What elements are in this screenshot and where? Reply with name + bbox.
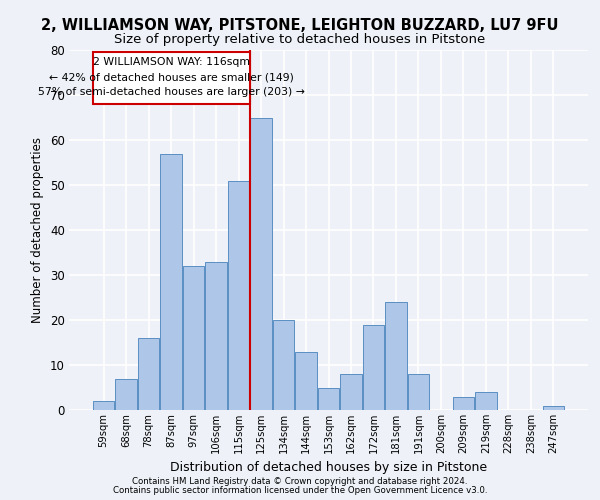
X-axis label: Distribution of detached houses by size in Pitstone: Distribution of detached houses by size … (170, 462, 487, 474)
Bar (137, 338, 160, 410)
Bar (160, 154, 182, 410)
Text: ← 42% of detached houses are smaller (149): ← 42% of detached houses are smaller (14… (49, 72, 294, 83)
Bar (182, 266, 205, 410)
Bar (272, 320, 295, 410)
Bar (452, 396, 475, 410)
Bar (362, 324, 385, 410)
Text: Size of property relative to detached houses in Pitstone: Size of property relative to detached ho… (115, 32, 485, 46)
Text: Contains HM Land Registry data © Crown copyright and database right 2024.: Contains HM Land Registry data © Crown c… (132, 477, 468, 486)
Text: 57% of semi-detached houses are larger (203) →: 57% of semi-detached houses are larger (… (38, 88, 305, 98)
Bar (475, 392, 497, 410)
Text: 2, WILLIAMSON WAY, PITSTONE, LEIGHTON BUZZARD, LU7 9FU: 2, WILLIAMSON WAY, PITSTONE, LEIGHTON BU… (41, 18, 559, 32)
Bar (115, 378, 137, 410)
Y-axis label: Number of detached properties: Number of detached properties (31, 137, 44, 323)
Bar (407, 374, 430, 410)
Bar (227, 180, 250, 410)
Bar (295, 352, 317, 410)
Bar (385, 302, 407, 410)
Bar (340, 374, 362, 410)
FancyBboxPatch shape (94, 52, 250, 104)
Bar (542, 406, 565, 410)
Bar (92, 401, 115, 410)
Bar (205, 262, 227, 410)
Bar (250, 118, 272, 410)
Bar (317, 388, 340, 410)
Text: 2 WILLIAMSON WAY: 116sqm: 2 WILLIAMSON WAY: 116sqm (93, 57, 250, 67)
Text: Contains public sector information licensed under the Open Government Licence v3: Contains public sector information licen… (113, 486, 487, 495)
